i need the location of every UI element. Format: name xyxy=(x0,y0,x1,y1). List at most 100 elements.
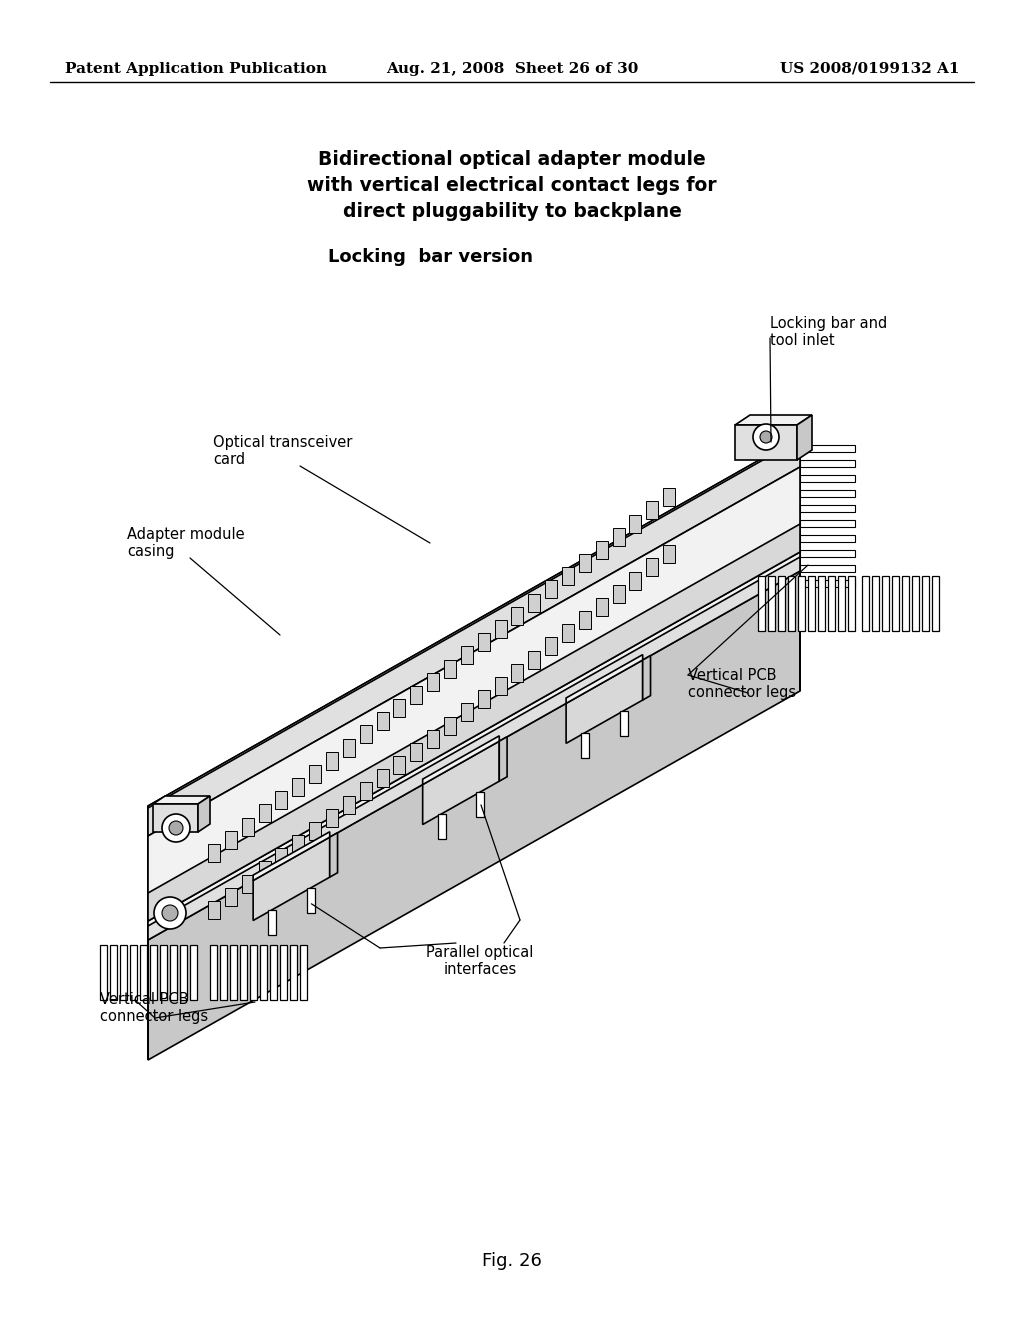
Polygon shape xyxy=(110,945,117,1001)
Polygon shape xyxy=(500,737,507,781)
Polygon shape xyxy=(377,770,388,787)
Polygon shape xyxy=(253,837,330,920)
Polygon shape xyxy=(148,437,800,940)
Polygon shape xyxy=(190,945,197,1001)
Polygon shape xyxy=(242,817,254,836)
Polygon shape xyxy=(882,576,889,631)
Polygon shape xyxy=(359,783,372,800)
Polygon shape xyxy=(582,733,589,758)
Text: Locking  bar version: Locking bar version xyxy=(328,248,532,267)
Polygon shape xyxy=(828,576,835,631)
Polygon shape xyxy=(275,791,288,809)
Circle shape xyxy=(753,424,779,450)
Polygon shape xyxy=(800,550,855,557)
Circle shape xyxy=(169,821,183,836)
Polygon shape xyxy=(872,576,879,631)
Polygon shape xyxy=(461,704,473,721)
Circle shape xyxy=(162,906,178,921)
Polygon shape xyxy=(160,945,167,1001)
Polygon shape xyxy=(292,777,304,796)
Polygon shape xyxy=(153,804,198,832)
Polygon shape xyxy=(250,945,257,1001)
Polygon shape xyxy=(495,677,507,694)
Polygon shape xyxy=(528,594,541,611)
Polygon shape xyxy=(566,655,643,704)
Polygon shape xyxy=(230,945,237,1001)
Polygon shape xyxy=(511,607,523,624)
Polygon shape xyxy=(148,467,800,921)
Text: Vertical PCB
connector legs: Vertical PCB connector legs xyxy=(100,993,208,1024)
Polygon shape xyxy=(808,576,815,631)
Polygon shape xyxy=(242,875,254,892)
Polygon shape xyxy=(562,624,574,643)
Text: Bidirectional optical adapter module: Bidirectional optical adapter module xyxy=(318,150,706,169)
Polygon shape xyxy=(330,833,338,878)
Polygon shape xyxy=(427,730,439,747)
Polygon shape xyxy=(423,735,500,784)
Polygon shape xyxy=(268,909,276,935)
Polygon shape xyxy=(848,576,855,631)
Polygon shape xyxy=(800,535,855,543)
Polygon shape xyxy=(270,945,278,1001)
Polygon shape xyxy=(359,726,372,743)
Polygon shape xyxy=(240,945,247,1001)
Polygon shape xyxy=(130,945,137,1001)
Polygon shape xyxy=(798,576,805,631)
Polygon shape xyxy=(912,576,919,631)
Polygon shape xyxy=(150,945,157,1001)
Polygon shape xyxy=(326,809,338,826)
Polygon shape xyxy=(170,945,177,1001)
Text: with vertical electrical contact legs for: with vertical electrical contact legs fo… xyxy=(307,176,717,195)
Polygon shape xyxy=(922,576,929,631)
Polygon shape xyxy=(427,673,439,690)
Text: direct pluggability to backplane: direct pluggability to backplane xyxy=(343,202,681,220)
Polygon shape xyxy=(932,576,939,631)
Polygon shape xyxy=(643,656,650,700)
Polygon shape xyxy=(579,611,591,630)
Text: Patent Application Publication: Patent Application Publication xyxy=(65,62,327,77)
Polygon shape xyxy=(290,945,297,1001)
Polygon shape xyxy=(275,849,288,866)
Text: US 2008/0199132 A1: US 2008/0199132 A1 xyxy=(780,62,961,77)
Polygon shape xyxy=(800,475,855,482)
Polygon shape xyxy=(280,945,287,1001)
Polygon shape xyxy=(478,690,489,708)
Polygon shape xyxy=(253,832,330,880)
Polygon shape xyxy=(902,576,909,631)
Polygon shape xyxy=(545,581,557,598)
Polygon shape xyxy=(411,743,422,760)
Polygon shape xyxy=(148,440,800,836)
Text: Fig. 26: Fig. 26 xyxy=(482,1251,542,1270)
Polygon shape xyxy=(198,796,210,832)
Polygon shape xyxy=(476,792,484,817)
Polygon shape xyxy=(778,576,785,631)
Polygon shape xyxy=(100,945,106,1001)
Polygon shape xyxy=(343,796,355,813)
Polygon shape xyxy=(800,506,855,512)
Polygon shape xyxy=(444,717,456,734)
Polygon shape xyxy=(735,425,797,459)
Polygon shape xyxy=(140,945,147,1001)
Circle shape xyxy=(154,898,186,929)
Circle shape xyxy=(162,814,190,842)
Polygon shape xyxy=(818,576,825,631)
Polygon shape xyxy=(735,414,812,425)
Polygon shape xyxy=(528,651,541,669)
Polygon shape xyxy=(664,488,675,506)
Polygon shape xyxy=(630,515,641,532)
Polygon shape xyxy=(758,576,765,631)
Polygon shape xyxy=(646,502,658,519)
Text: Optical transceiver
card: Optical transceiver card xyxy=(213,436,352,467)
Polygon shape xyxy=(309,822,322,840)
Polygon shape xyxy=(630,572,641,590)
Text: Parallel optical
interfaces: Parallel optical interfaces xyxy=(426,945,534,977)
Polygon shape xyxy=(393,700,406,717)
Polygon shape xyxy=(838,576,845,631)
Polygon shape xyxy=(306,888,314,913)
Polygon shape xyxy=(620,711,628,735)
Text: Aug. 21, 2008  Sheet 26 of 30: Aug. 21, 2008 Sheet 26 of 30 xyxy=(386,62,638,77)
Polygon shape xyxy=(800,579,855,587)
Polygon shape xyxy=(326,752,338,770)
Polygon shape xyxy=(800,565,855,572)
Polygon shape xyxy=(596,541,607,558)
